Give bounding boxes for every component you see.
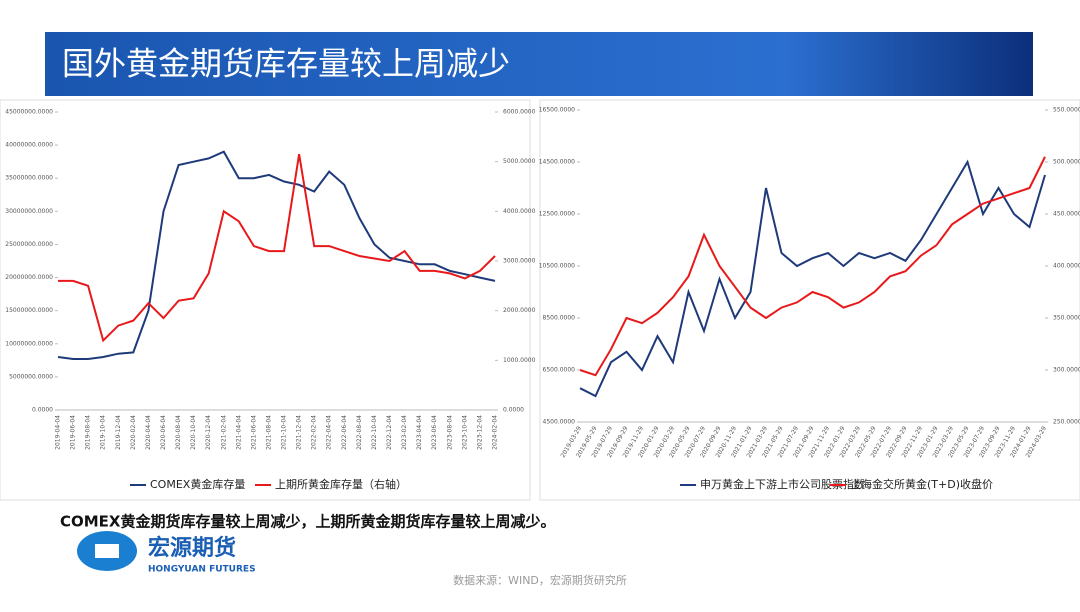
y-tick-label: 25000000.0000 [5, 241, 53, 248]
y2-tick-label: 0.0000 [503, 407, 524, 414]
y2-tick-label: 450.0000 [1053, 211, 1080, 218]
x-tick-label: 2020-08-04 [175, 415, 182, 450]
y-tick-label: 16500.0000 [539, 107, 575, 114]
x-tick-label: 2021-06-04 [250, 415, 257, 450]
x-tick-label: 2023-04-04 [416, 415, 423, 450]
logo-mark [95, 544, 119, 558]
y-tick-label: 30000000.0000 [5, 208, 53, 215]
series-line [579, 156, 1046, 377]
x-tick-label: 2023-10-04 [461, 415, 468, 450]
x-tick-label: 2022-10-04 [371, 415, 378, 450]
y2-tick-label: 400.0000 [1053, 263, 1080, 270]
y2-tick-label: 250.0000 [1053, 419, 1080, 426]
y2-tick-label: 350.0000 [1053, 315, 1080, 322]
x-tick-label: 2020-10-04 [190, 415, 197, 450]
legend-label: 上海金交所黄金(T+D)收盘价 [850, 477, 993, 491]
series-line [57, 150, 496, 360]
y-tick-label: 20000000.0000 [5, 274, 53, 281]
x-tick-label: 2022-06-04 [341, 415, 348, 450]
x-tick-label: 2022-02-04 [311, 415, 318, 450]
y2-tick-label: 550.0000 [1053, 107, 1080, 114]
title: 国外黄金期货库存量较上周减少 [62, 45, 510, 83]
x-tick-label: 2020-04-04 [145, 415, 152, 450]
title-banner [45, 32, 1033, 96]
y-tick-label: 5000000.0000 [9, 373, 53, 380]
chart-panel [0, 99, 531, 501]
x-tick-label: 2019-08-04 [85, 415, 92, 450]
x-tick-label: 2022-12-04 [386, 415, 393, 450]
x-tick-label: 2021-10-04 [281, 415, 288, 450]
y-tick-label: 15000000.0000 [5, 307, 53, 314]
y-tick-label: 35000000.0000 [5, 175, 53, 182]
y-tick-label: 0.0000 [32, 407, 53, 414]
x-tick-label: 2021-12-04 [296, 415, 303, 450]
y2-tick-label: 4000.0000 [503, 208, 536, 215]
y2-tick-label: 500.0000 [1053, 159, 1080, 166]
x-tick-label: 2023-08-04 [446, 415, 453, 450]
y-tick-label: 4500.0000 [543, 419, 576, 426]
y-tick-label: 40000000.0000 [5, 142, 53, 149]
legend-label: 申万黄金上下游上市公司股票指数 [700, 477, 865, 491]
x-tick-label: 2019-04-04 [55, 415, 62, 450]
y-tick-label: 14500.0000 [539, 159, 575, 166]
x-tick-label: 2023-02-04 [401, 415, 408, 450]
x-tick-label: 2022-08-04 [356, 415, 363, 450]
x-tick-label: 2020-06-04 [160, 415, 167, 450]
y-tick-label: 10000000.0000 [5, 340, 53, 347]
logo: 宏源期货 HONGYUAN FUTURES [77, 531, 256, 575]
y2-tick-label: 1000.0000 [503, 357, 536, 364]
x-tick-label: 2021-08-04 [265, 415, 272, 450]
x-tick-label: 2019-12-04 [115, 415, 122, 450]
series-line [58, 154, 496, 343]
y2-tick-label: 6000.0000 [503, 109, 536, 116]
y2-tick-label: 3000.0000 [503, 258, 536, 265]
y2-tick-label: 5000.0000 [503, 158, 536, 165]
x-tick-label: 2024-02-04 [492, 415, 499, 450]
y2-tick-label: 2000.0000 [503, 307, 536, 314]
y-tick-label: 10500.0000 [539, 263, 575, 270]
x-tick-label: 2021-02-04 [220, 415, 227, 450]
logo-name: 宏源期货 [148, 535, 236, 561]
summary: COMEX黄金期货库存量较上周减少，上期所黄金期货库存量较上周减少。 [60, 513, 556, 531]
y-tick-label: 12500.0000 [539, 211, 575, 218]
x-tick-label: 2020-12-04 [205, 415, 212, 450]
series-line [579, 159, 1046, 398]
y-tick-label: 6500.0000 [543, 367, 576, 374]
logo-subtitle: HONGYUAN FUTURES [148, 565, 256, 575]
y2-tick-label: 300.0000 [1053, 367, 1080, 374]
x-tick-label: 2019-06-04 [70, 415, 77, 450]
x-tick-label: 2019-10-04 [100, 415, 107, 450]
y-tick-label: 45000000.0000 [5, 109, 53, 116]
y-tick-label: 8500.0000 [543, 315, 576, 322]
x-tick-label: 2023-06-04 [431, 415, 438, 450]
x-tick-label: 2020-02-04 [130, 415, 137, 450]
x-tick-label: 2022-04-04 [326, 415, 333, 450]
x-tick-label: 2023-12-04 [476, 415, 483, 450]
x-tick-label: 2021-04-04 [235, 415, 242, 450]
source: 数据来源：WIND，宏源期货研究所 [453, 573, 627, 587]
chart-panel [539, 99, 1080, 501]
legend-label: COMEX黄金库存量 [150, 477, 245, 491]
legend-label: 上期所黄金库存量（右轴） [275, 477, 407, 491]
